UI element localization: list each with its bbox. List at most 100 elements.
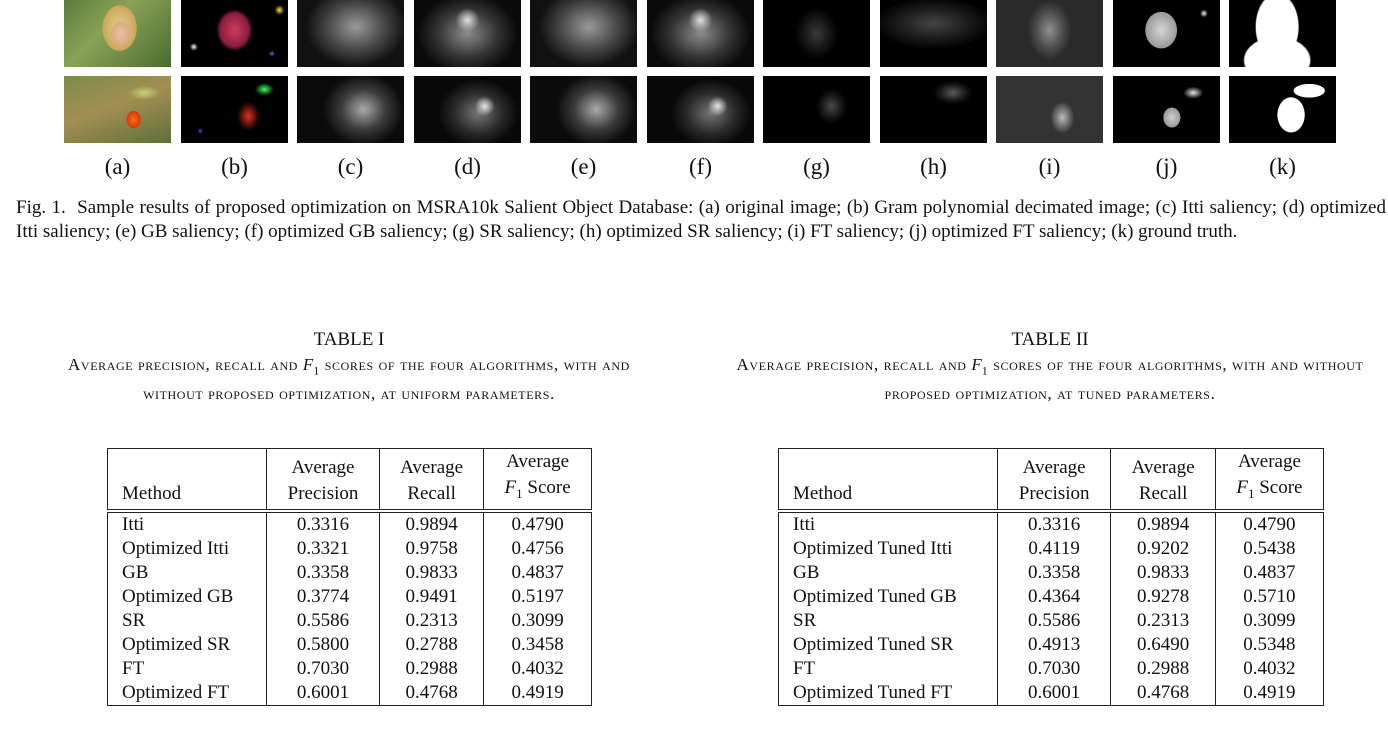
table-row: FT 0.7030 0.2988 0.4032 bbox=[778, 656, 1325, 681]
cell-recall: 0.9894 bbox=[1110, 510, 1216, 537]
cell-recall: 0.9278 bbox=[1110, 584, 1216, 609]
col-method: Method bbox=[778, 448, 998, 511]
cell-method: Optimized SR bbox=[106, 632, 268, 657]
thumb-i-flower-ft bbox=[996, 76, 1103, 143]
col-f1: Average F1 Score bbox=[483, 448, 592, 511]
panel-label: (b) bbox=[221, 154, 248, 179]
cell-precision: 0.6001 bbox=[996, 680, 1112, 706]
cell-f1: 0.4790 bbox=[483, 510, 592, 537]
cell-method: GB bbox=[106, 560, 268, 585]
cell-precision: 0.3316 bbox=[996, 510, 1112, 537]
cell-method: Itti bbox=[778, 510, 998, 537]
cell-f1: 0.4837 bbox=[1214, 560, 1325, 585]
figure-caption: Fig. 1. Sample results of proposed optim… bbox=[16, 196, 1386, 243]
cell-f1: 0.3099 bbox=[483, 608, 592, 633]
cell-method: Optimized FT bbox=[106, 680, 268, 706]
panel-label: (d) bbox=[454, 154, 481, 179]
cell-f1: 0.4032 bbox=[1214, 656, 1325, 681]
cell-recall: 0.2313 bbox=[1110, 608, 1216, 633]
cell-f1: 0.4032 bbox=[483, 656, 592, 681]
table1: Method Average Precision Average Recall Av… bbox=[106, 448, 592, 706]
cell-recall: 0.9758 bbox=[379, 536, 485, 561]
cell-method: SR bbox=[106, 608, 268, 633]
table-header-row: Method Average Precision Average Recall Av… bbox=[778, 448, 1325, 511]
cell-method: Optimized Tuned FT bbox=[778, 680, 998, 706]
cell-recall: 0.4768 bbox=[1110, 680, 1216, 706]
table-row: GB 0.3358 0.9833 0.4837 bbox=[106, 560, 592, 585]
thumb-h-woman-opt-sr bbox=[880, 0, 987, 67]
panel-label: (h) bbox=[920, 154, 947, 179]
thumb-d-woman-opt-itti bbox=[414, 0, 521, 67]
thumb-k-woman-ground-truth bbox=[1229, 0, 1336, 67]
table2-subtitle: Average precision, recall and F1 scores … bbox=[736, 355, 1364, 404]
cell-f1: 0.5438 bbox=[1214, 536, 1325, 561]
cell-recall: 0.9894 bbox=[379, 510, 485, 537]
panel-label: (i) bbox=[1038, 154, 1061, 179]
table-row: Optimized Itti 0.3321 0.9758 0.4756 bbox=[106, 536, 592, 561]
col-precision: Average Precision bbox=[996, 448, 1112, 511]
cell-f1: 0.3099 bbox=[1214, 608, 1325, 633]
cell-precision: 0.5586 bbox=[266, 608, 381, 633]
panel-label: (g) bbox=[803, 154, 830, 179]
table2-title: TABLE II bbox=[1011, 329, 1089, 350]
panel-label: (f) bbox=[689, 154, 712, 179]
cell-precision: 0.6001 bbox=[266, 680, 381, 706]
thumb-d-flower-opt-itti bbox=[414, 76, 521, 143]
thumb-b-flower-decimated bbox=[181, 76, 288, 143]
panel-label: (c) bbox=[337, 154, 364, 179]
thumb-j-woman-opt-ft bbox=[1113, 0, 1220, 67]
cell-precision: 0.3316 bbox=[266, 510, 381, 537]
cell-method: Optimized Itti bbox=[106, 536, 268, 561]
cell-method: Optimized Tuned GB bbox=[778, 584, 998, 609]
table-row: Optimized FT 0.6001 0.4768 0.4919 bbox=[106, 680, 592, 706]
caption-text: Sample results of proposed optimization … bbox=[16, 197, 1386, 242]
panel-label: (j) bbox=[1155, 154, 1178, 179]
table-row: Optimized Tuned Itti 0.4119 0.9202 0.5438 bbox=[778, 536, 1325, 561]
cell-precision: 0.7030 bbox=[996, 656, 1112, 681]
cell-f1: 0.5197 bbox=[483, 584, 592, 609]
table1-title: TABLE I bbox=[313, 329, 385, 350]
cell-recall: 0.4768 bbox=[379, 680, 485, 706]
cell-f1: 0.3458 bbox=[483, 632, 592, 657]
col-method: Method bbox=[106, 448, 268, 511]
cell-precision: 0.5586 bbox=[996, 608, 1112, 633]
table2-heading: TABLE II Average precision, recall and F… bbox=[712, 328, 1388, 405]
col-f1: Average F1 Score bbox=[1214, 448, 1325, 511]
thumb-a-woman-original bbox=[64, 0, 171, 67]
table-row: SR 0.5586 0.2313 0.3099 bbox=[106, 608, 592, 633]
cell-recall: 0.9833 bbox=[1110, 560, 1216, 585]
thumb-b-woman-decimated bbox=[181, 0, 288, 67]
cell-precision: 0.4364 bbox=[996, 584, 1112, 609]
table-row: Optimized Tuned SR 0.4913 0.6490 0.5348 bbox=[778, 632, 1325, 657]
cell-recall: 0.9202 bbox=[1110, 536, 1216, 561]
cell-recall: 0.2988 bbox=[1110, 656, 1216, 681]
cell-method: Optimized Tuned SR bbox=[778, 632, 998, 657]
cell-method: GB bbox=[778, 560, 998, 585]
cell-f1: 0.5710 bbox=[1214, 584, 1325, 609]
cell-recall: 0.9833 bbox=[379, 560, 485, 585]
cell-recall: 0.2788 bbox=[379, 632, 485, 657]
table-row: FT 0.7030 0.2988 0.4032 bbox=[106, 656, 592, 681]
thumb-g-woman-sr bbox=[763, 0, 870, 67]
thumb-c-flower-itti bbox=[297, 76, 404, 143]
table-row: Optimized GB 0.3774 0.9491 0.5197 bbox=[106, 584, 592, 609]
table-row: Optimized Tuned FT 0.6001 0.4768 0.4919 bbox=[778, 680, 1325, 706]
cell-precision: 0.7030 bbox=[266, 656, 381, 681]
cell-f1: 0.4756 bbox=[483, 536, 592, 561]
cell-recall: 0.6490 bbox=[1110, 632, 1216, 657]
thumb-e-woman-gb bbox=[530, 0, 637, 67]
caption-label: Fig. 1. bbox=[16, 197, 66, 218]
thumb-h-flower-opt-sr bbox=[880, 76, 987, 143]
thumb-j-flower-opt-ft bbox=[1113, 76, 1220, 143]
thumb-k-flower-ground-truth bbox=[1229, 76, 1336, 143]
cell-precision: 0.3358 bbox=[996, 560, 1112, 585]
table-row: Itti 0.3316 0.9894 0.4790 bbox=[106, 510, 592, 537]
cell-precision: 0.4913 bbox=[996, 632, 1112, 657]
cell-f1: 0.4837 bbox=[483, 560, 592, 585]
panel-label: (a) bbox=[104, 154, 131, 179]
cell-f1: 0.4790 bbox=[1214, 510, 1325, 537]
cell-precision: 0.3358 bbox=[266, 560, 381, 585]
table1-subtitle: Average precision, recall and F1 scores … bbox=[68, 355, 630, 404]
panel-label: (k) bbox=[1269, 154, 1296, 179]
thumb-a-flower-original bbox=[64, 76, 171, 143]
